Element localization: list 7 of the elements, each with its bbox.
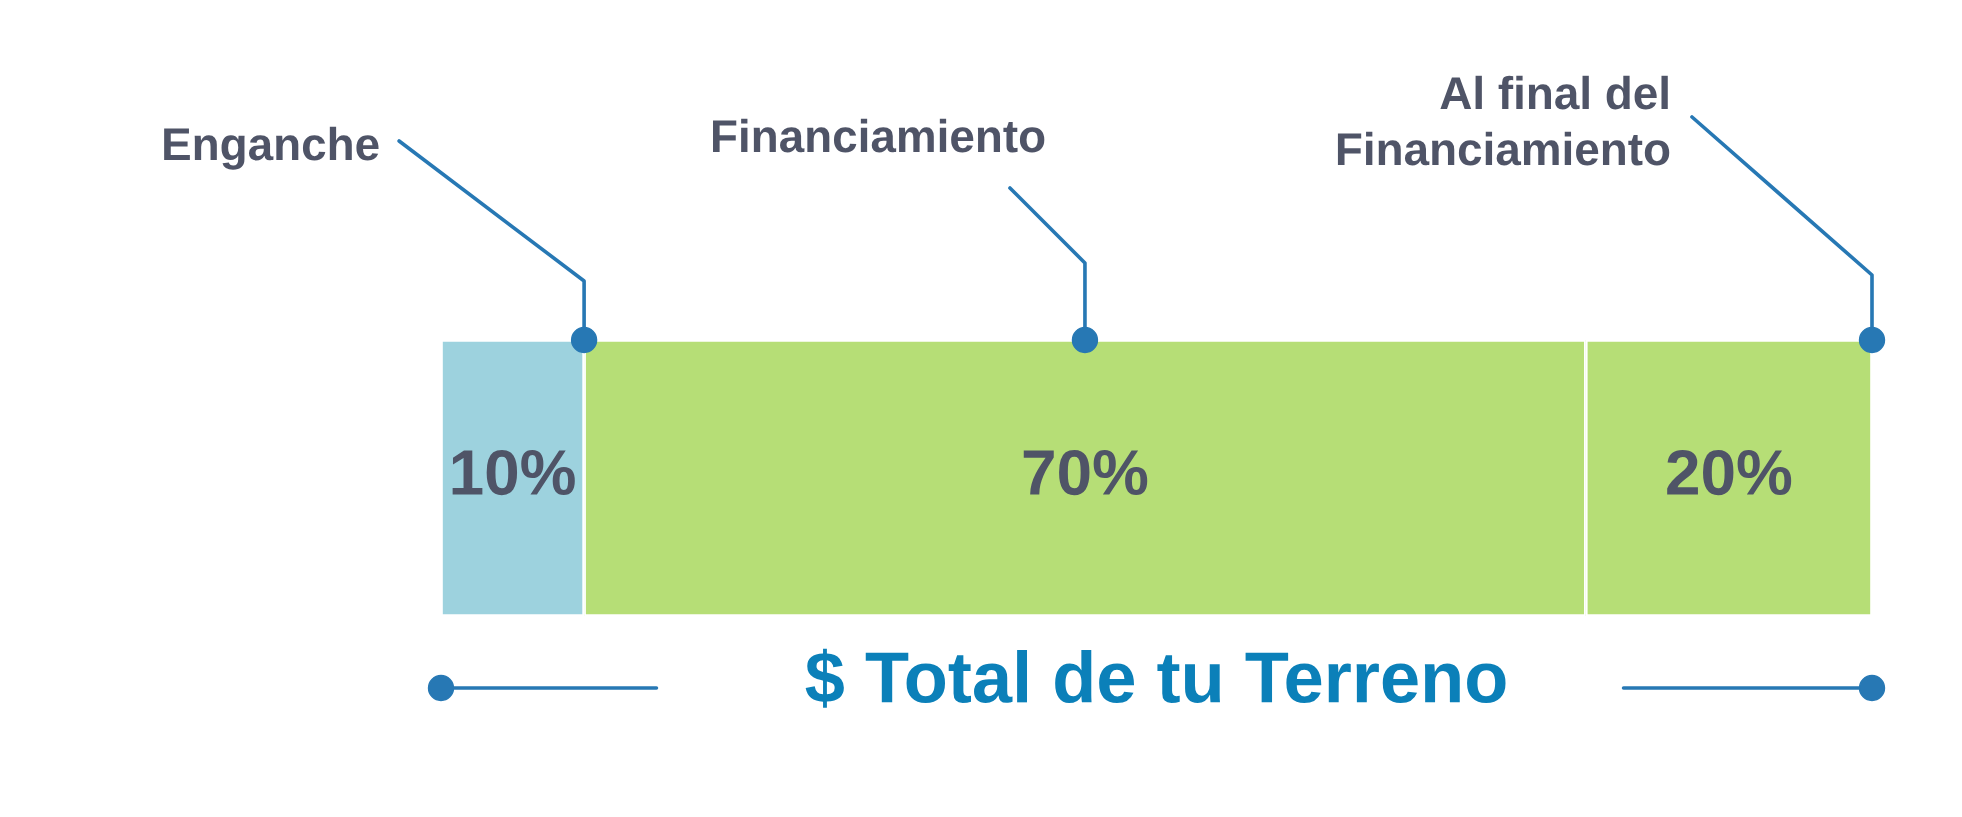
data-label: 20% — [1667, 449, 1792, 496]
data-label: 70% — [1023, 449, 1148, 496]
data-label: 10% — [452, 449, 575, 496]
x-axis-title: $ Total de tu Terreno — [805, 648, 1506, 708]
text: Financiamiento — [713, 118, 1045, 153]
text: Al final del Financiamiento — [1337, 75, 1670, 166]
text: Enganche — [164, 126, 379, 170]
